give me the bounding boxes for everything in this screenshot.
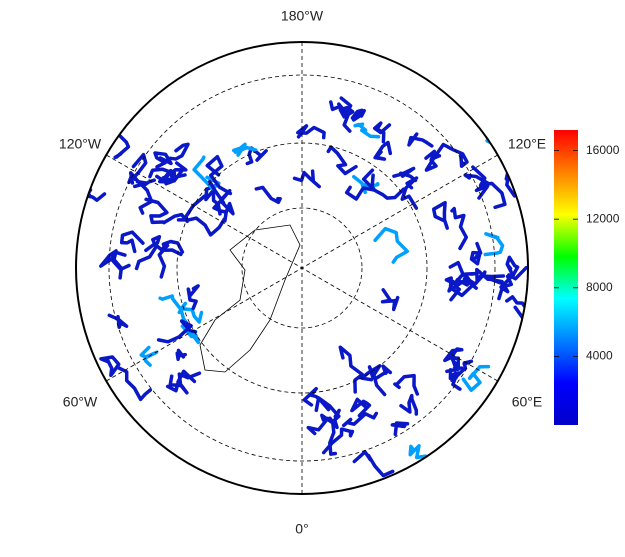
parallel [241,207,363,329]
river [352,174,380,195]
river [505,255,520,278]
river [505,295,528,310]
river [326,145,358,176]
river [353,122,381,139]
colorbar-tick-label: 12000 [586,211,620,225]
river [393,373,420,396]
river [128,171,154,215]
river [450,206,469,251]
river [168,369,197,395]
river [176,216,227,237]
river [392,166,418,183]
river [338,96,355,119]
river [144,242,170,279]
meridian-label: 120°E [508,136,546,152]
colorbar-tick-label: 4000 [586,349,613,363]
river [156,319,198,344]
river [483,232,505,257]
river [461,364,491,392]
river [407,132,434,148]
river [444,272,465,293]
river [109,250,127,280]
meridian-label: 0° [295,521,308,537]
river [302,386,321,413]
river [306,408,341,436]
colorbar-scale [554,130,578,425]
river [456,449,476,477]
river [320,413,338,456]
river [400,176,419,210]
meridian-label: 60°E [512,394,543,410]
river [292,169,321,189]
river [329,100,352,133]
river [380,288,400,312]
river [443,347,464,371]
river [158,294,188,325]
river [99,355,121,378]
meridian [106,154,498,382]
river [350,397,372,418]
river [399,393,419,416]
river [504,165,521,198]
river [372,121,392,144]
meridian-label: 120°W [59,136,102,152]
river [316,396,341,430]
river [207,179,235,216]
river [107,313,129,329]
river [254,185,282,205]
river [168,142,190,161]
river [469,241,483,266]
river [231,142,258,157]
river [463,173,490,200]
river [341,411,379,428]
river [162,161,188,186]
river [76,379,94,394]
river [373,140,393,161]
river [437,476,479,493]
river [352,450,395,478]
greenland [199,224,301,373]
river [431,200,449,230]
river [390,421,410,437]
river [350,108,366,122]
parallel [108,74,496,462]
river [175,348,187,362]
river [373,226,410,264]
river [360,364,387,397]
graticule [106,42,498,494]
river [424,149,442,172]
river [144,197,169,225]
river [321,427,355,455]
river [132,178,156,189]
meridian-label: 60°W [63,394,98,410]
meridian-label: 180°W [281,8,324,24]
river [165,371,202,393]
river [116,365,153,402]
river [212,188,232,223]
map-boundary [75,41,529,495]
river [448,367,460,383]
river [448,260,487,286]
river [499,265,528,289]
river [361,168,406,200]
colorbar-tick-label: 16000 [586,143,620,157]
colorbar: 4000 8000 12000 16000 [554,130,620,425]
river [471,165,507,210]
river [119,230,145,254]
river [180,324,201,345]
river [451,359,474,391]
river [186,284,200,311]
land [76,96,528,493]
river [192,155,221,191]
river [367,364,393,381]
river [338,345,365,394]
colorbar-tick-label: 8000 [586,280,613,294]
river [205,154,233,196]
river [161,239,185,257]
river [296,124,326,140]
river [153,151,173,169]
river [433,142,469,168]
